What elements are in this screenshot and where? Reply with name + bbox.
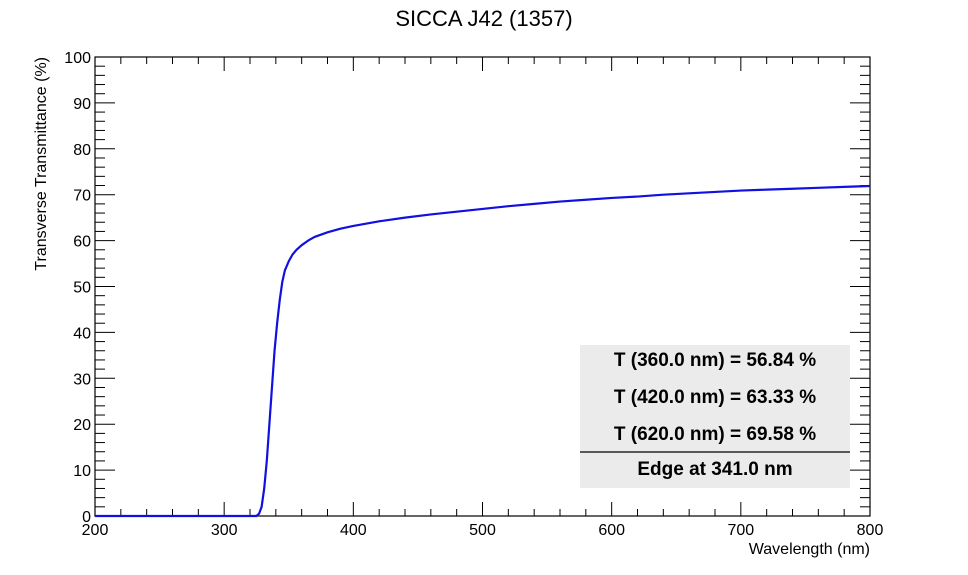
- tick-labels: 200 300 400 500 600 700 800 0 10 20 30 40 50 60 70 80 90…: [64, 50, 883, 539]
- stats-box: T (360.0 nm) = 56.84 % T (420.0 nm) = 63…: [580, 345, 850, 488]
- y-tick-label: 70: [73, 188, 91, 205]
- y-tick-label: 80: [73, 142, 91, 159]
- x-tick-label: 600: [598, 522, 625, 539]
- chart-title: SICCA J42 (1357): [395, 6, 572, 31]
- stats-line-420: T (420.0 nm) = 63.33 %: [614, 387, 816, 408]
- stats-edge: Edge at 341.0 nm: [637, 459, 792, 480]
- x-tick-label: 700: [727, 522, 754, 539]
- x-tick-label: 800: [857, 522, 884, 539]
- series-layer: [95, 184, 871, 518]
- stats-box-background: [580, 345, 850, 488]
- y-tick-label: 60: [73, 234, 91, 251]
- x-tick-label: 500: [469, 522, 496, 539]
- x-tick-label: 400: [340, 522, 367, 539]
- transmittance-line: [95, 184, 871, 518]
- y-tick-label: 0: [82, 509, 91, 526]
- y-tick-label: 20: [73, 417, 91, 434]
- x-tick-label: 200: [82, 522, 109, 539]
- axis-ticks: [94, 56, 871, 517]
- y-tick-label: 40: [73, 325, 91, 342]
- stats-line-620: T (620.0 nm) = 69.58 %: [614, 424, 816, 445]
- y-tick-label: 90: [73, 96, 91, 113]
- y-tick-label: 50: [73, 280, 91, 297]
- x-tick-label: 300: [211, 522, 238, 539]
- y-axis-label: Transverse Transmittance (%): [33, 57, 50, 271]
- x-axis-label: Wavelength (nm): [749, 541, 870, 558]
- y-tick-label: 100: [64, 50, 91, 67]
- y-tick-label: 30: [73, 371, 91, 388]
- y-tick-label: 10: [73, 463, 91, 480]
- stats-line-360: T (360.0 nm) = 56.84 %: [614, 350, 816, 371]
